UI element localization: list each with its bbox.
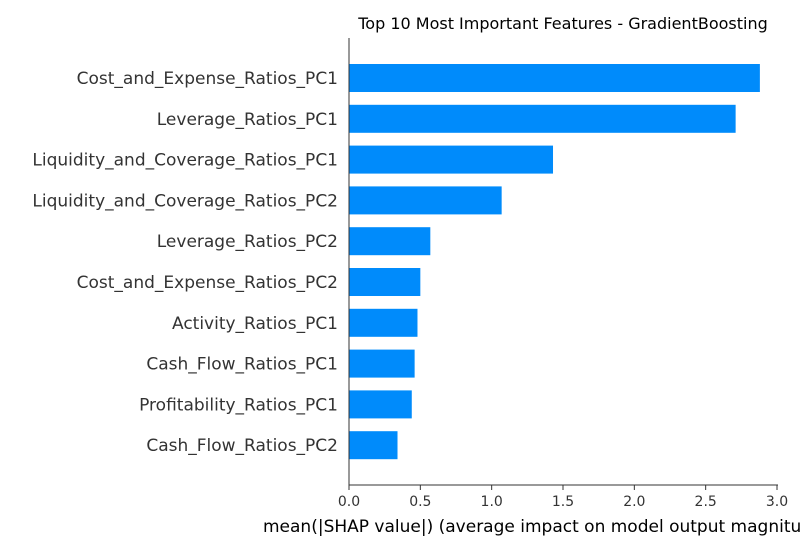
bar: [349, 145, 554, 174]
category-label: Activity_Ratios_PC1: [172, 314, 338, 334]
category-label: Leverage_Ratios_PC2: [157, 232, 338, 252]
x-tick-label: 2.5: [695, 494, 717, 510]
x-tick-label: 3.0: [766, 494, 788, 510]
bar: [349, 390, 412, 419]
bar: [349, 186, 502, 215]
category-label: Cost_and_Expense_Ratios_PC1: [77, 69, 338, 89]
bars-group: [349, 64, 760, 460]
chart-title: Top 10 Most Important Features - Gradien…: [357, 14, 768, 33]
category-label: Cash_Flow_Ratios_PC2: [146, 436, 338, 456]
x-tick-label: 1.0: [481, 494, 503, 510]
bar: [349, 308, 418, 337]
x-tick-label: 0.5: [409, 494, 431, 510]
category-labels-group: Cost_and_Expense_Ratios_PC1 Leverage_Rati…: [32, 69, 338, 456]
x-tick-label: 2.0: [623, 494, 645, 510]
bar: [349, 64, 760, 92]
bar: [349, 268, 421, 296]
category-label: Cost_and_Expense_Ratios_PC2: [77, 273, 338, 293]
x-tick-label: 1.5: [552, 494, 574, 510]
bar: [349, 349, 415, 378]
category-label: Cash_Flow_Ratios_PC1: [146, 355, 338, 375]
bar: [349, 227, 431, 256]
x-tick-label: 0.0: [338, 494, 360, 510]
bar: [349, 104, 736, 133]
x-ticks-group: 0.0 0.5 1.0 1.5 2.0 2.5 3.0: [338, 485, 788, 510]
category-label: Liquidity_and_Coverage_Ratios_PC1: [32, 151, 338, 171]
x-axis-label: mean(|SHAP value|) (average impact on mo…: [263, 517, 800, 537]
category-label: Profitability_Ratios_PC1: [139, 395, 338, 415]
category-label: Liquidity_and_Coverage_Ratios_PC2: [32, 191, 338, 211]
category-label: Leverage_Ratios_PC1: [157, 110, 338, 130]
bar: [349, 431, 398, 460]
